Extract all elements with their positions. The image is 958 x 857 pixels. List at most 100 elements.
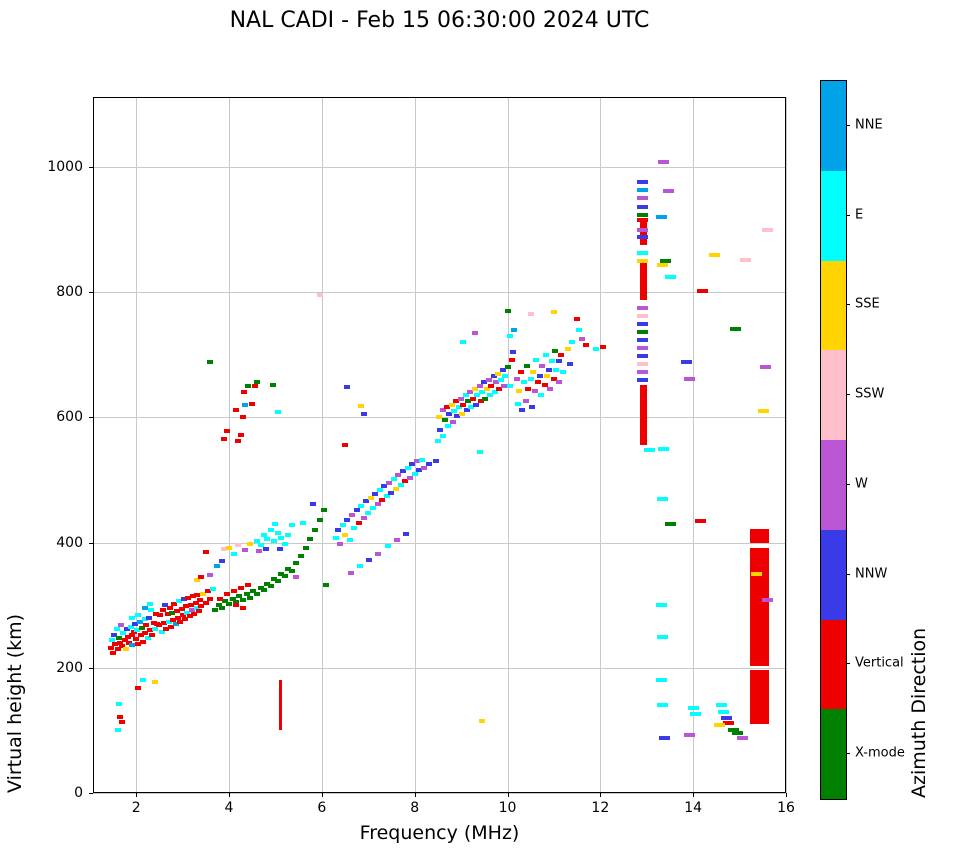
gridline-vertical [693, 97, 695, 793]
scatter-point [395, 473, 402, 478]
y-tick-label: 600 [56, 409, 83, 426]
scatter-point [490, 374, 497, 379]
scatter-point [235, 439, 242, 444]
scatter-point [185, 595, 192, 600]
scatter-dash [637, 321, 649, 326]
scatter-point [223, 429, 230, 434]
scatter-point [187, 603, 194, 608]
scatter-point [393, 486, 400, 491]
scatter-point [163, 627, 170, 631]
scatter-point [467, 390, 474, 395]
colorbar-tick [846, 483, 850, 485]
scatter-dash [637, 180, 649, 185]
scatter-point [576, 327, 583, 332]
scatter-point [181, 617, 188, 621]
scatter-point [485, 377, 492, 382]
scatter-point [137, 633, 144, 638]
scatter-point [523, 364, 530, 369]
scatter-point [483, 386, 490, 391]
scatter-point [476, 384, 483, 389]
scatter-point [219, 559, 226, 564]
scatter-point [355, 520, 362, 525]
scatter-point [468, 405, 475, 410]
colorbar-tick [846, 573, 850, 575]
scatter-point [356, 564, 363, 569]
scatter-point [169, 610, 176, 615]
scatter-point [197, 598, 204, 603]
scatter-point [237, 432, 244, 437]
scatter-point [264, 536, 271, 541]
gridline-vertical [600, 97, 602, 793]
scatter-point [288, 523, 295, 528]
scatter-point [166, 605, 173, 610]
colorbar-label-w: W [855, 476, 868, 492]
colorbar-label-x-mode: X-mode [855, 745, 905, 761]
scatter-point [316, 293, 323, 298]
scatter-point [177, 619, 184, 624]
scatter-point [171, 601, 178, 606]
x-tick-label: 12 [591, 800, 610, 816]
scatter-point [121, 638, 128, 643]
scatter-point [553, 367, 560, 372]
scatter-point [250, 589, 257, 594]
scatter-point [564, 346, 571, 351]
scatter-point [109, 637, 116, 642]
gridline-vertical [136, 97, 138, 793]
scatter-point [437, 427, 444, 432]
scatter-dash [750, 571, 762, 576]
scatter-point [560, 370, 567, 375]
x-tick [321, 793, 323, 797]
scatter-point [402, 479, 409, 484]
scatter-point [439, 407, 446, 412]
scatter-point [189, 594, 196, 599]
scatter-point [132, 622, 139, 626]
scatter-point [115, 635, 122, 640]
scatter-point [179, 613, 186, 618]
scatter-dash [637, 345, 649, 350]
scatter-point [530, 370, 537, 375]
scatter-point [472, 402, 479, 407]
scatter-point [207, 573, 214, 578]
scatter-point [253, 539, 260, 544]
colorbar-label-vertical: Vertical [855, 655, 904, 671]
scatter-point [520, 380, 527, 385]
scatter-point [397, 483, 404, 488]
scatter-point [135, 642, 142, 647]
scatter-point [270, 382, 277, 387]
scatter-point [335, 528, 342, 533]
scatter-point [237, 585, 244, 590]
colorbar-strip [820, 80, 847, 800]
scatter-point [144, 635, 151, 640]
scatter-dash [656, 263, 668, 268]
scatter-point [152, 611, 159, 616]
scatter-point [300, 520, 307, 525]
colorbar-segment-sse [821, 260, 846, 351]
scatter-point [165, 619, 172, 624]
scatter-dash [659, 735, 671, 740]
scatter-point [174, 609, 180, 614]
scatter-point [142, 606, 149, 611]
scatter-point [149, 633, 156, 638]
scatter-point [446, 411, 453, 416]
scatter-dash [718, 709, 730, 714]
colorbar-tick [846, 214, 850, 216]
scatter-dash [637, 227, 649, 232]
scatter-point [160, 608, 167, 613]
scatter-point [453, 399, 460, 404]
scatter-dash [713, 723, 725, 728]
y-tick [89, 793, 93, 794]
scatter-point [516, 389, 523, 394]
scatter-dash [722, 720, 734, 725]
scatter-point [229, 596, 236, 601]
scatter-point [222, 599, 229, 604]
scatter-point [164, 611, 171, 616]
scatter-point [128, 633, 135, 638]
colorbar-label-nne: NNE [855, 117, 883, 133]
scatter-point [281, 541, 288, 546]
data-bar [749, 547, 770, 666]
scatter-point [146, 615, 153, 620]
scatter-point [143, 623, 150, 628]
colorbar-segment-e [821, 170, 846, 261]
scatter-point [381, 484, 388, 489]
scatter-point [583, 342, 590, 347]
